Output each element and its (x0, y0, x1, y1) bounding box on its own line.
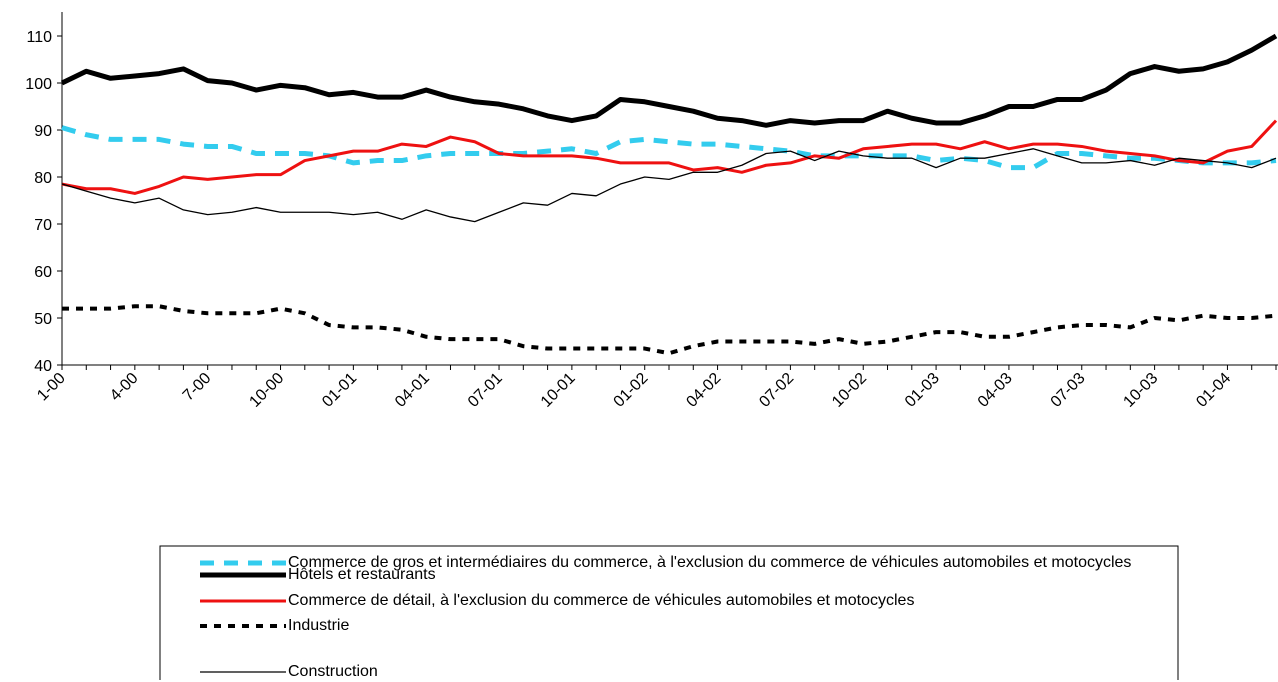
x-tick-label: 04-02 (683, 370, 724, 411)
x-tick-label: 4-00 (107, 370, 142, 405)
x-tick-label: 10-01 (538, 370, 579, 411)
y-tick-label: 40 (34, 358, 52, 375)
y-tick-label: 70 (34, 217, 52, 234)
x-tick-label: 01-01 (319, 370, 360, 411)
y-tick-label: 60 (34, 264, 52, 281)
y-tick-label: 110 (26, 29, 52, 46)
x-tick-label: 07-01 (465, 370, 506, 411)
series-line (62, 304, 1277, 356)
x-tick-label: 07-03 (1048, 370, 1089, 411)
legend-label: Commerce de gros et intermédiaires du co… (288, 554, 1132, 571)
legend-box (159, 545, 1179, 680)
x-tick-label: 04-03 (975, 370, 1016, 411)
y-tick-label: 100 (25, 76, 52, 93)
x-tick-label: 01-04 (1193, 370, 1234, 411)
x-tick-label: 10-03 (1120, 370, 1161, 411)
y-tick-label: 90 (34, 123, 52, 140)
x-tick-label: 07-02 (756, 370, 797, 411)
x-tick-label: 10-00 (246, 370, 287, 411)
x-tick-label: 10-02 (829, 370, 870, 411)
legend-label: Construction (288, 663, 378, 680)
x-tick-label: 01-02 (611, 370, 652, 411)
legend-label: Industrie (288, 617, 350, 634)
series-line (61, 148, 1277, 223)
series-line (60, 33, 1278, 128)
y-tick-label: 50 (34, 311, 52, 328)
legend-label: Commerce de détail, à l'exclusion du com… (288, 592, 915, 609)
series-line (61, 125, 1277, 171)
legend-label: Hôtels et restaurants (288, 566, 436, 583)
y-tick-label: 80 (34, 170, 52, 187)
x-tick-label: 01-03 (902, 370, 943, 411)
series-line (61, 119, 1278, 195)
x-tick-label: 04-01 (392, 370, 433, 411)
x-tick-label: 7-00 (180, 370, 215, 405)
